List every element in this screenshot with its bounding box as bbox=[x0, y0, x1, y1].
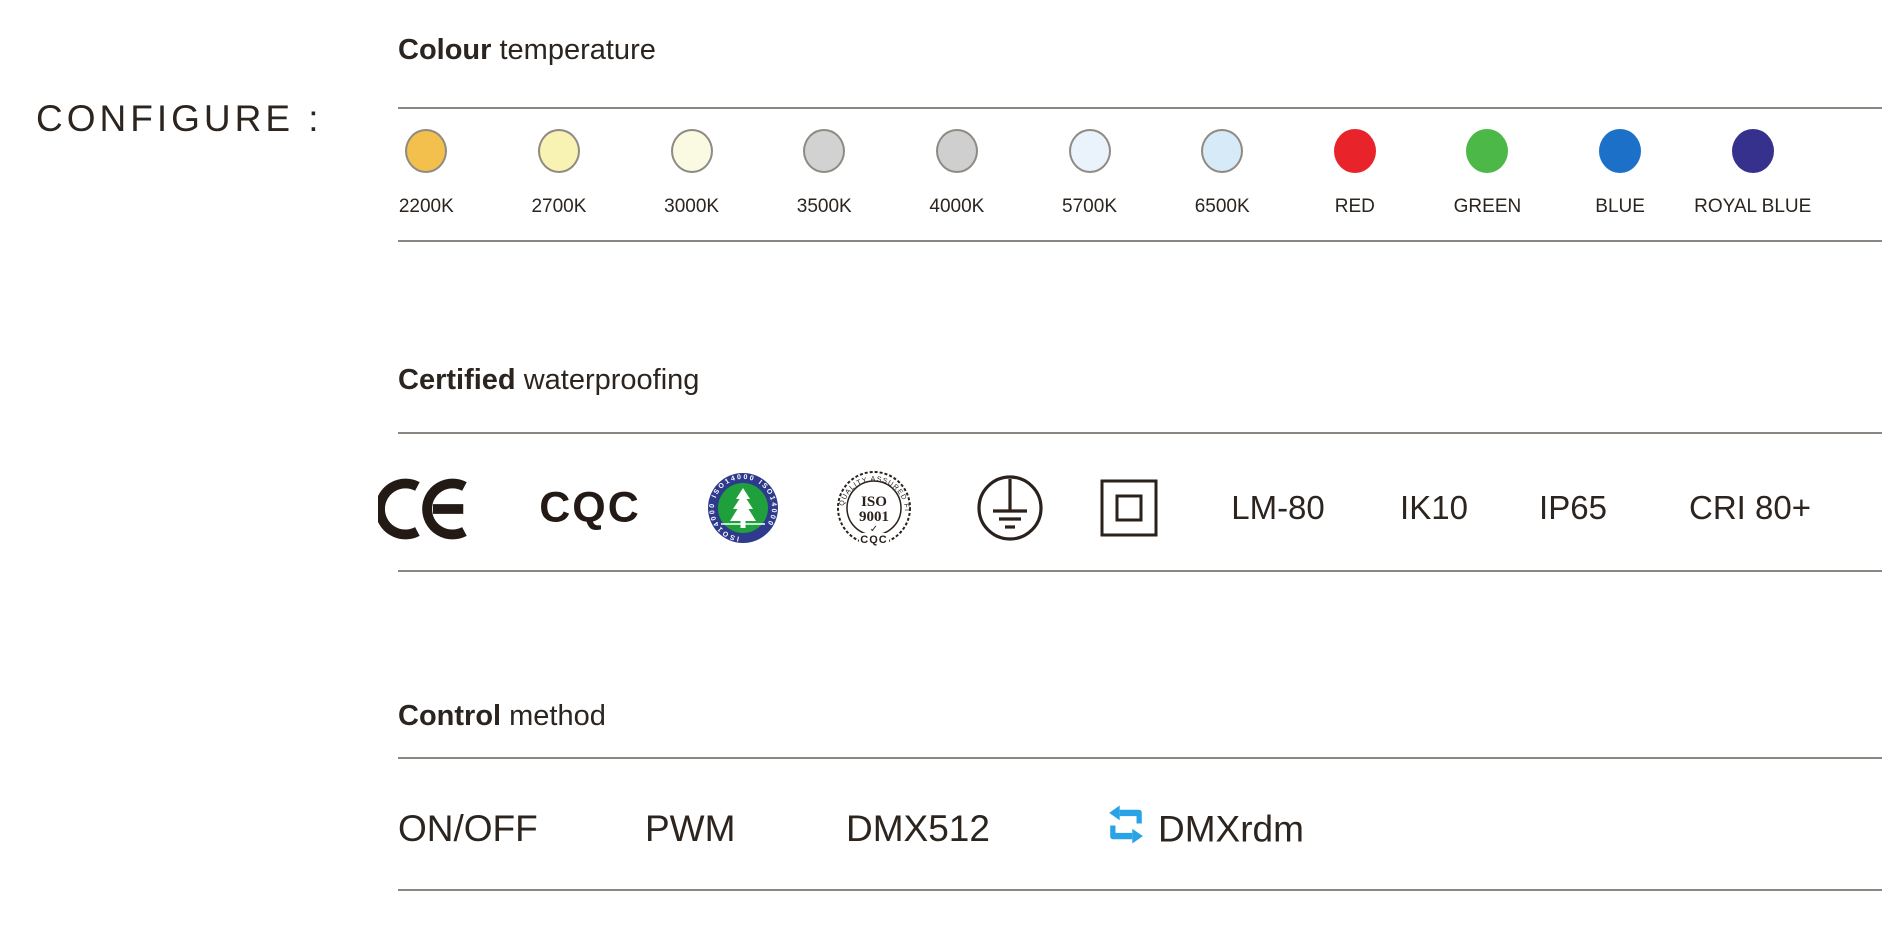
protective-earth-icon bbox=[976, 474, 1044, 542]
iso9001-logo-icon: QUALITY ASSURED FIRM ISO 9001 ✓ CQC bbox=[835, 469, 913, 547]
rating-ik10: IK10 bbox=[1400, 489, 1468, 526]
swatch-dot-blue bbox=[1599, 129, 1642, 173]
svg-text:CQC: CQC bbox=[860, 534, 887, 546]
swatch-green: GREEN bbox=[1421, 129, 1554, 218]
divider bbox=[398, 240, 1882, 242]
swatch-dot-5700k bbox=[1068, 129, 1111, 173]
swatch-dot-3500k bbox=[803, 129, 846, 173]
iso14000-logo-icon: ISO14000 ISO14000 ISO14000 bbox=[707, 472, 779, 544]
swatch-label: 6500K bbox=[1194, 196, 1250, 217]
svg-text:✓: ✓ bbox=[870, 524, 878, 535]
cqc-text: CQC bbox=[539, 483, 641, 532]
ce-mark-icon bbox=[378, 475, 476, 541]
swatch-label: 2700K bbox=[531, 196, 587, 217]
configure-label: CONFIGURE : bbox=[36, 98, 323, 139]
swatch-label: ROYAL BLUE bbox=[1694, 196, 1812, 217]
control-pwm: PWM bbox=[645, 808, 736, 849]
swatch-dot-3000k bbox=[670, 129, 713, 173]
control-dmxrdm: DMXrdm bbox=[1106, 805, 1304, 854]
cqc-logo-icon: CQC bbox=[539, 484, 641, 533]
swatch-label: GREEN bbox=[1453, 196, 1522, 217]
swatch-3000k: 3000K bbox=[625, 129, 758, 218]
divider bbox=[398, 889, 1882, 891]
title-rest: waterproofing bbox=[515, 364, 700, 396]
certified-waterproofing-title: Certified waterproofing bbox=[398, 364, 699, 397]
title-bold: Colour bbox=[398, 34, 492, 66]
rating-ip65: IP65 bbox=[1539, 489, 1607, 526]
title-bold: Control bbox=[398, 700, 502, 732]
swatch-3500k: 3500K bbox=[758, 129, 891, 218]
swatch-label: 4000K bbox=[929, 196, 985, 217]
swatch-dot-green bbox=[1466, 129, 1509, 173]
swatch-red: RED bbox=[1288, 129, 1421, 218]
divider bbox=[398, 570, 1882, 572]
swatch-royal-blue: ROYAL BLUE bbox=[1686, 129, 1819, 218]
control-dmxrdm-label: DMXrdm bbox=[1158, 808, 1304, 849]
colour-temperature-title: Colour temperature bbox=[398, 34, 656, 67]
double-insulation-icon bbox=[1100, 479, 1158, 537]
swatch-dot-red bbox=[1333, 129, 1376, 173]
title-bold: Certified bbox=[398, 364, 516, 396]
title-rest: temperature bbox=[491, 34, 656, 66]
svg-text:9001: 9001 bbox=[859, 509, 889, 525]
swatch-blue: BLUE bbox=[1554, 129, 1687, 218]
swatch-dot-4000k bbox=[935, 129, 978, 173]
swatch-dot-royal-blue bbox=[1731, 129, 1774, 173]
sync-arrows-icon bbox=[1106, 805, 1146, 854]
swatch-label: 3000K bbox=[664, 196, 720, 217]
control-dmx512: DMX512 bbox=[846, 808, 990, 849]
divider bbox=[398, 107, 1882, 109]
swatch-label: 3500K bbox=[796, 196, 852, 217]
swatch-4000k: 4000K bbox=[891, 129, 1024, 218]
colour-temperature-row: 2200K 2700K 3000K 3500K 4000K 5700K 6500… bbox=[360, 129, 1819, 218]
title-rest: method bbox=[501, 700, 606, 732]
swatch-label: RED bbox=[1334, 196, 1375, 217]
divider bbox=[398, 432, 1882, 434]
control-onoff: ON/OFF bbox=[398, 808, 538, 849]
rating-cri80: CRI 80+ bbox=[1689, 489, 1811, 526]
divider bbox=[398, 757, 1882, 759]
control-method-title: Control method bbox=[398, 700, 606, 733]
swatch-dot-6500k bbox=[1201, 129, 1244, 173]
swatch-6500k: 6500K bbox=[1156, 129, 1289, 218]
swatch-5700k: 5700K bbox=[1023, 129, 1156, 218]
swatch-2200k: 2200K bbox=[360, 129, 493, 218]
swatch-dot-2700k bbox=[537, 129, 580, 173]
swatch-label: 2200K bbox=[398, 196, 454, 217]
swatch-label: 5700K bbox=[1062, 196, 1117, 217]
rating-lm80: LM-80 bbox=[1231, 489, 1325, 526]
svg-text:ISO: ISO bbox=[861, 494, 887, 510]
swatch-2700k: 2700K bbox=[493, 129, 626, 218]
swatch-label: BLUE bbox=[1595, 196, 1645, 217]
swatch-dot-2200k bbox=[405, 129, 448, 173]
